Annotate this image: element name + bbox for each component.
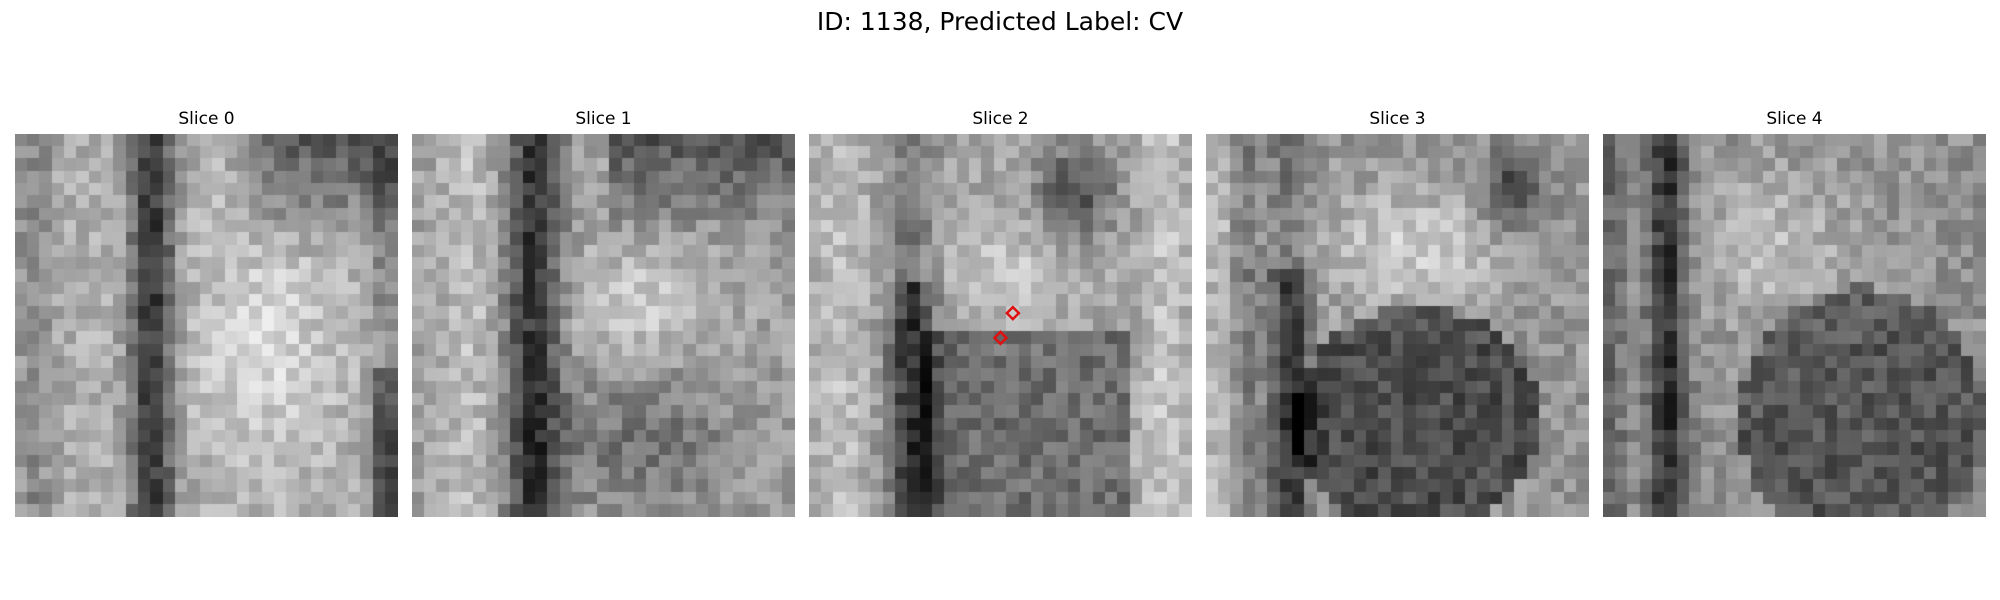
slice-panel-3: Slice 3 <box>1206 107 1589 517</box>
slice-title: Slice 4 <box>1766 109 1823 129</box>
slice-title: Slice 3 <box>1369 109 1426 129</box>
slice-image-frame <box>1206 134 1589 517</box>
slice-image <box>809 134 1192 517</box>
slice-image-frame <box>15 134 398 517</box>
slice-panel-2: Slice 2 <box>809 107 1192 517</box>
slice-panel-4: Slice 4 <box>1603 107 1986 517</box>
slice-image-frame <box>1603 134 1986 517</box>
slice-image <box>1206 134 1589 517</box>
slice-image <box>412 134 795 517</box>
slice-title: Slice 0 <box>178 109 235 129</box>
slice-image-frame <box>412 134 795 517</box>
figure-title: ID: 1138, Predicted Label: CV <box>816 7 1184 36</box>
marker-diamond-1 <box>992 330 1009 346</box>
slice-title: Slice 2 <box>972 109 1029 129</box>
slice-image <box>1603 134 1986 517</box>
marker-diamond-0 <box>1005 305 1021 321</box>
marker-overlay <box>992 305 1021 346</box>
slice-panel-0: Slice 0 <box>15 107 398 517</box>
slice-image <box>15 134 398 517</box>
slice-title: Slice 1 <box>575 109 632 129</box>
slice-panel-1: Slice 1 <box>412 107 795 517</box>
slice-image-frame <box>809 134 1192 517</box>
